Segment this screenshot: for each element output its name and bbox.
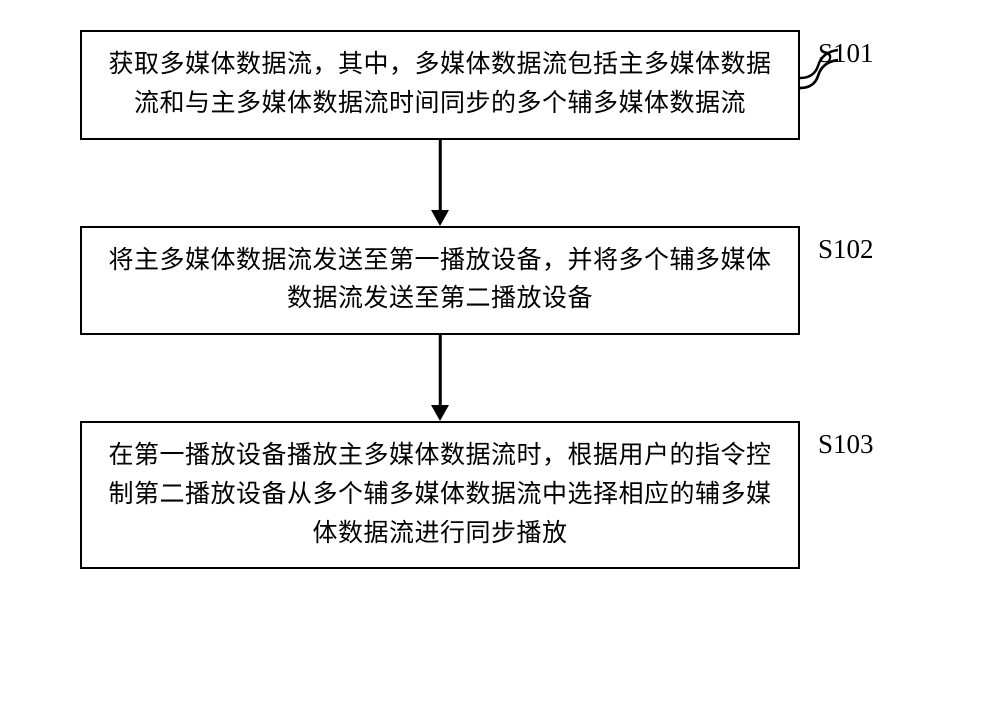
connector-line-2 xyxy=(439,335,442,407)
step-box-3: 在第一播放设备播放主多媒体数据流时，根据用户的指令控制第二播放设备从多个辅多媒体… xyxy=(80,421,800,569)
step-text-1: 获取多媒体数据流，其中，多媒体数据流包括主多媒体数据流和与主多媒体数据流时间同步… xyxy=(100,46,780,124)
step-box-1: 获取多媒体数据流，其中，多媒体数据流包括主多媒体数据流和与主多媒体数据流时间同步… xyxy=(80,30,800,140)
step-label-1: S101 xyxy=(818,38,874,69)
step-row-3: 在第一播放设备播放主多媒体数据流时，根据用户的指令控制第二播放设备从多个辅多媒体… xyxy=(80,421,920,569)
step-text-3: 在第一播放设备播放主多媒体数据流时，根据用户的指令控制第二播放设备从多个辅多媒体… xyxy=(100,437,780,553)
arrow-down-icon xyxy=(431,405,449,421)
step-text-2: 将主多媒体数据流发送至第一播放设备，并将多个辅多媒体数据流发送至第二播放设备 xyxy=(100,242,780,320)
step-label-2: S102 xyxy=(818,234,874,265)
step-box-2: 将主多媒体数据流发送至第一播放设备，并将多个辅多媒体数据流发送至第二播放设备 xyxy=(80,226,800,336)
step-label-3: S103 xyxy=(818,429,874,460)
arrow-down-icon xyxy=(431,210,449,226)
connector-line-1 xyxy=(439,140,442,212)
connector-1-2 xyxy=(80,140,800,226)
step-row-2: 将主多媒体数据流发送至第一播放设备，并将多个辅多媒体数据流发送至第二播放设备 S… xyxy=(80,226,920,336)
connector-2-3 xyxy=(80,335,800,421)
flowchart-container: 获取多媒体数据流，其中，多媒体数据流包括主多媒体数据流和与主多媒体数据流时间同步… xyxy=(80,30,920,569)
step-row-1: 获取多媒体数据流，其中，多媒体数据流包括主多媒体数据流和与主多媒体数据流时间同步… xyxy=(80,30,920,140)
